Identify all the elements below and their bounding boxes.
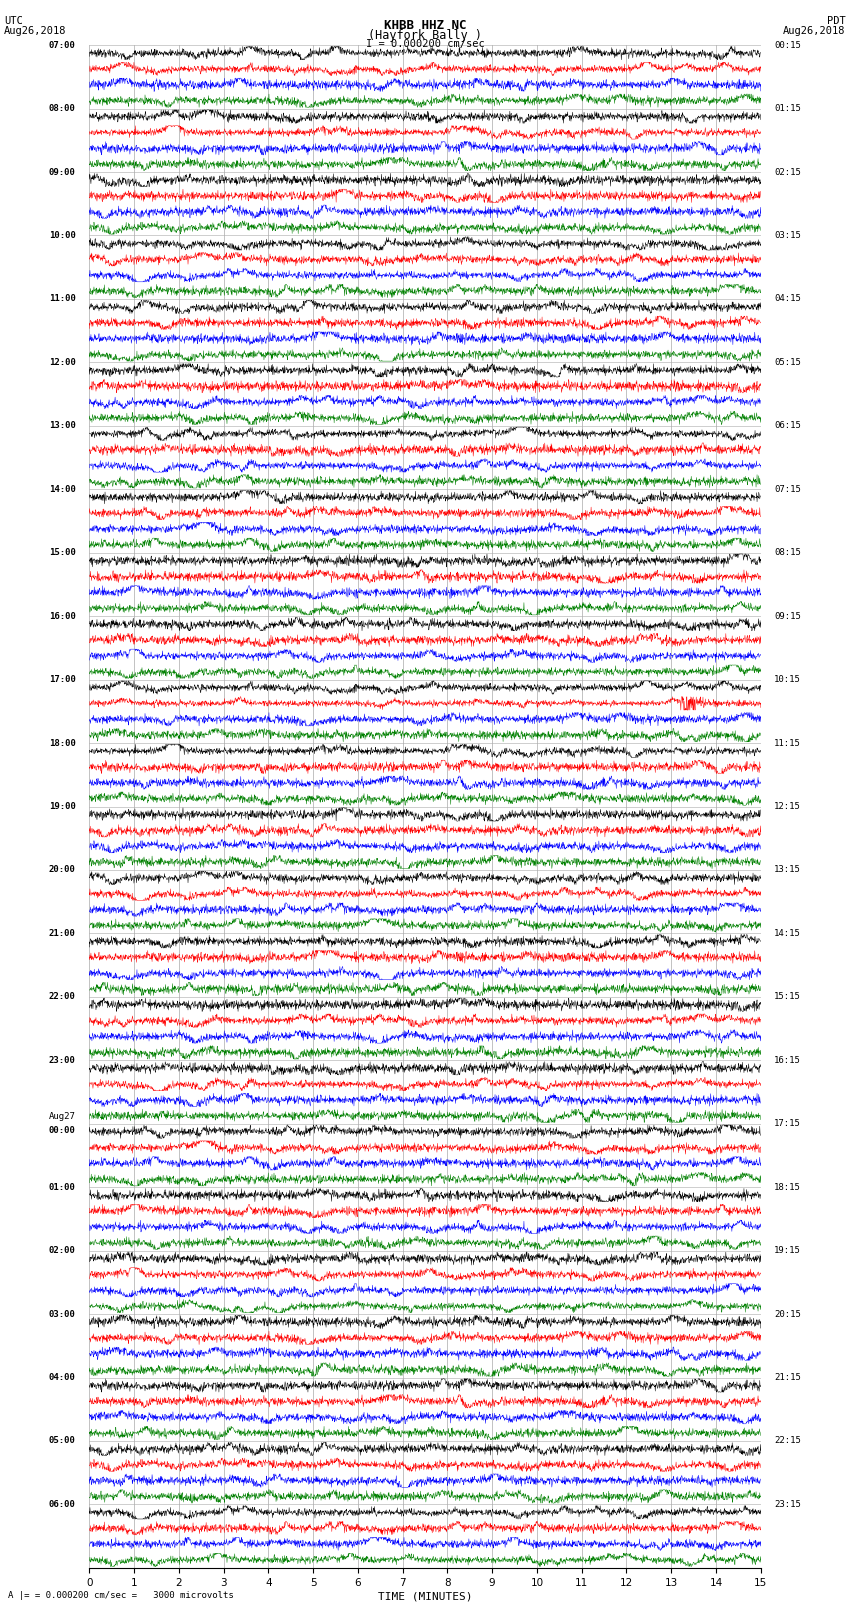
Text: 11:00: 11:00 <box>49 295 76 303</box>
Text: 19:00: 19:00 <box>49 802 76 811</box>
Text: (Hayfork Bally ): (Hayfork Bally ) <box>368 29 482 42</box>
Text: 02:15: 02:15 <box>774 168 801 176</box>
Text: 12:00: 12:00 <box>49 358 76 366</box>
Text: 01:15: 01:15 <box>774 105 801 113</box>
Text: 13:00: 13:00 <box>49 421 76 431</box>
Text: 10:15: 10:15 <box>774 676 801 684</box>
Text: Aug26,2018: Aug26,2018 <box>783 26 846 35</box>
Text: 20:15: 20:15 <box>774 1310 801 1318</box>
Text: 18:15: 18:15 <box>774 1182 801 1192</box>
Text: 17:15: 17:15 <box>774 1119 801 1127</box>
Text: Aug26,2018: Aug26,2018 <box>4 26 67 35</box>
Text: 15:00: 15:00 <box>49 548 76 556</box>
Text: 00:00: 00:00 <box>49 1126 76 1136</box>
Text: 02:00: 02:00 <box>49 1247 76 1255</box>
Text: 14:00: 14:00 <box>49 486 76 494</box>
X-axis label: TIME (MINUTES): TIME (MINUTES) <box>377 1592 473 1602</box>
Text: 13:15: 13:15 <box>774 866 801 874</box>
Text: UTC: UTC <box>4 16 23 26</box>
Text: 22:00: 22:00 <box>49 992 76 1002</box>
Text: 04:00: 04:00 <box>49 1373 76 1382</box>
Text: 21:15: 21:15 <box>774 1373 801 1382</box>
Text: 16:15: 16:15 <box>774 1057 801 1065</box>
Text: 16:00: 16:00 <box>49 611 76 621</box>
Text: 00:15: 00:15 <box>774 40 801 50</box>
Text: 12:15: 12:15 <box>774 802 801 811</box>
Text: KHBB HHZ NC: KHBB HHZ NC <box>383 19 467 32</box>
Text: 09:15: 09:15 <box>774 611 801 621</box>
Text: 10:00: 10:00 <box>49 231 76 240</box>
Text: 07:00: 07:00 <box>49 40 76 50</box>
Text: A |= = 0.000200 cm/sec =   3000 microvolts: A |= = 0.000200 cm/sec = 3000 microvolts <box>8 1590 235 1600</box>
Text: 09:00: 09:00 <box>49 168 76 176</box>
Text: 11:15: 11:15 <box>774 739 801 747</box>
Text: 20:00: 20:00 <box>49 866 76 874</box>
Text: Aug27: Aug27 <box>49 1113 76 1121</box>
Text: 23:00: 23:00 <box>49 1057 76 1065</box>
Text: 21:00: 21:00 <box>49 929 76 937</box>
Text: 18:00: 18:00 <box>49 739 76 747</box>
Text: 14:15: 14:15 <box>774 929 801 937</box>
Text: PDT: PDT <box>827 16 846 26</box>
Text: 05:15: 05:15 <box>774 358 801 366</box>
Text: 22:15: 22:15 <box>774 1437 801 1445</box>
Text: 04:15: 04:15 <box>774 295 801 303</box>
Text: I = 0.000200 cm/sec: I = 0.000200 cm/sec <box>366 39 484 48</box>
Text: 01:00: 01:00 <box>49 1182 76 1192</box>
Text: 08:15: 08:15 <box>774 548 801 556</box>
Text: 08:00: 08:00 <box>49 105 76 113</box>
Text: 06:00: 06:00 <box>49 1500 76 1508</box>
Text: 06:15: 06:15 <box>774 421 801 431</box>
Text: 03:15: 03:15 <box>774 231 801 240</box>
Text: 17:00: 17:00 <box>49 676 76 684</box>
Text: 23:15: 23:15 <box>774 1500 801 1508</box>
Text: 03:00: 03:00 <box>49 1310 76 1318</box>
Text: 05:00: 05:00 <box>49 1437 76 1445</box>
Text: 07:15: 07:15 <box>774 486 801 494</box>
Text: 19:15: 19:15 <box>774 1247 801 1255</box>
Text: 15:15: 15:15 <box>774 992 801 1002</box>
